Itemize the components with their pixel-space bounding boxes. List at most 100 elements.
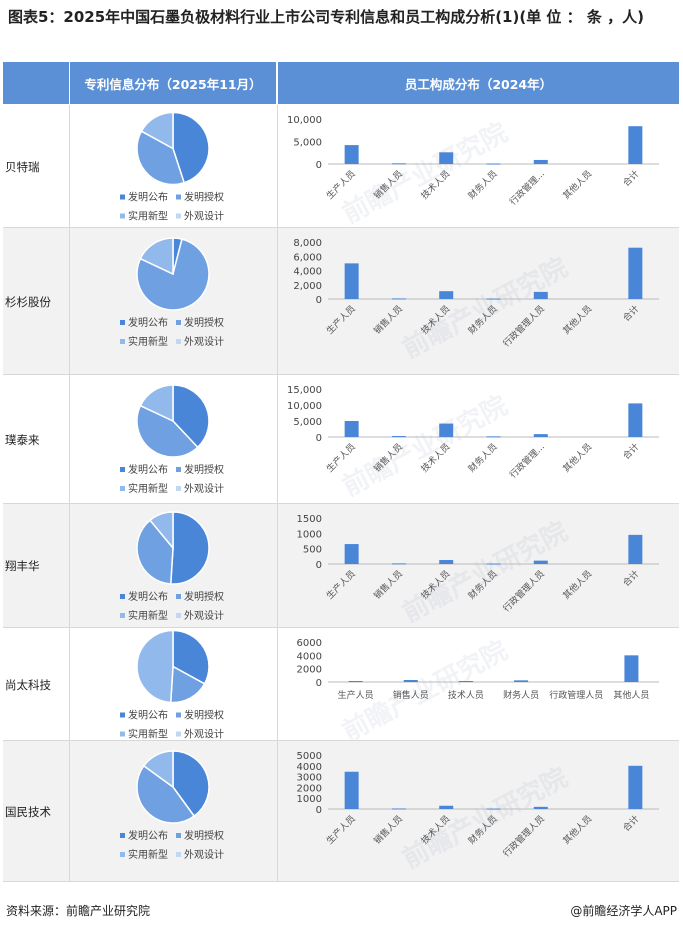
bar: [628, 126, 643, 164]
bar: [514, 680, 529, 682]
x-tick-label: 技术人员: [418, 441, 452, 475]
x-tick-label: 销售人员: [371, 303, 405, 337]
bar: [486, 808, 501, 810]
bar: [344, 263, 359, 299]
legend-label: 外观设计: [184, 609, 224, 622]
bar-chart: 0 5,000 10,000 生产人员 销售人员 技术人员 财务人员 行政管理... 其他人员 合…: [287, 115, 659, 208]
legend-swatch: [120, 613, 125, 618]
x-tick-label: 合计: [620, 568, 641, 589]
bar: [486, 298, 501, 300]
legend-swatch: [176, 194, 181, 200]
bar: [533, 159, 548, 164]
bar: [439, 805, 454, 809]
x-tick-label: 生产人员: [338, 689, 374, 701]
x-tick-label: 生产人员: [324, 813, 358, 847]
legend-label: 实用新型: [128, 335, 168, 348]
header-corner: [3, 62, 69, 104]
x-tick-label: 合计: [620, 441, 641, 462]
pie-slice: [148, 511, 174, 551]
company-name: 杉杉股份: [5, 294, 51, 309]
y-tick-label: 1500: [297, 514, 322, 525]
bar: [403, 680, 418, 682]
y-tick-label: 3000: [297, 773, 322, 784]
y-tick-label: 1000: [297, 529, 322, 540]
legend-label: 发明公布: [128, 829, 168, 842]
bar-chart: 0 2,000 4,000 6,000 8,000 生产人员 销售人员 技术人员 财务人员 行政管…: [293, 238, 659, 349]
legend-swatch: [120, 467, 125, 472]
row-divider: [3, 503, 679, 504]
legend-swatch: [120, 486, 125, 491]
pie-slice: [172, 750, 210, 818]
bar-chart: 0 5,000 10,000 15,000 生产人员 销售人员 技术人员 财务人员 行政管理..…: [287, 385, 659, 481]
bar: [391, 563, 406, 565]
pie-slice: [169, 665, 206, 704]
y-tick-label: 5,000: [293, 138, 322, 149]
x-tick-label: 合计: [620, 303, 641, 324]
brand-label: @前瞻经济学人APP: [570, 904, 677, 918]
x-tick-label: 行政管理人员: [500, 568, 547, 615]
x-tick-label: 生产人员: [324, 568, 358, 602]
y-tick-label: 4000: [297, 762, 322, 773]
y-tick-label: 5,000: [293, 417, 322, 428]
x-tick-label: 财务人员: [466, 168, 500, 202]
legend-swatch: [176, 339, 181, 344]
bar: [624, 655, 639, 682]
legend-swatch: [176, 320, 181, 325]
legend-swatch: [176, 833, 181, 838]
pie-slice: [140, 111, 174, 150]
x-tick-label: 销售人员: [371, 568, 405, 602]
company-name: 翔丰华: [5, 559, 40, 573]
y-tick-label: 10,000: [287, 401, 322, 412]
x-tick-label: 财务人员: [466, 568, 500, 602]
column-divider: [69, 375, 70, 504]
pie-slice: [136, 404, 199, 458]
x-tick-label: 财务人员: [466, 303, 500, 337]
bar: [533, 806, 548, 809]
legend-label: 发明公布: [128, 590, 168, 603]
legend-swatch: [176, 613, 181, 618]
legend-swatch: [120, 712, 125, 718]
column-divider: [277, 105, 278, 228]
pie-slice: [172, 111, 210, 184]
x-tick-label: 技术人员: [418, 303, 452, 337]
x-tick-label: 行政管理...: [507, 168, 547, 208]
legend-label: 实用新型: [128, 848, 168, 861]
page-title: 图表5：2025年中国石墨负极材料行业上市公司专利信息和员工构成分析(1)(单 …: [8, 8, 644, 26]
y-tick-label: 0: [316, 560, 322, 571]
legend-label: 发明公布: [128, 191, 168, 204]
y-tick-label: 4000: [297, 651, 322, 662]
x-tick-label: 销售人员: [371, 168, 405, 202]
bar: [391, 436, 406, 438]
bar: [533, 560, 548, 564]
legend-swatch: [176, 731, 181, 737]
x-tick-label: 其他人员: [560, 441, 594, 475]
company-row: 国民技术 前瞻产业研究院 发明公布 发明授权 实用新型 外观设计 0 1000 2000 3000…: [3, 741, 679, 882]
bar: [344, 771, 359, 809]
x-tick-label: 技术人员: [418, 168, 452, 202]
x-tick-label: 其他人员: [560, 303, 594, 337]
bar: [486, 563, 501, 565]
pie-slice: [172, 629, 210, 685]
bar: [486, 436, 501, 438]
header-staff: 员工构成分布（2024年）: [278, 62, 679, 104]
legend-swatch: [120, 833, 125, 838]
legend-label: 发明授权: [184, 191, 224, 204]
company-row: 尚太科技 前瞻产业研究院 发明公布 发明授权 实用新型 外观设计 0 2000 4000 6000…: [3, 628, 679, 747]
bar: [486, 163, 501, 165]
legend-swatch: [176, 467, 181, 472]
legend-label: 发明公布: [128, 709, 168, 722]
y-tick-label: 15,000: [287, 385, 322, 396]
company-row: 杉杉股份 前瞻产业研究院 发明公布 发明授权 实用新型 外观设计 0 2,000 4,000 6,…: [3, 228, 679, 375]
x-tick-label: 财务人员: [466, 441, 500, 475]
x-tick-label: 销售人员: [371, 441, 405, 475]
pie-slice: [172, 384, 210, 449]
company-row: 贝特瑞 前瞻产业研究院 发明公布 发明授权 实用新型 外观设计 0 5,000 10,000 生产…: [3, 105, 679, 229]
pie-slice: [136, 629, 174, 704]
legend-label: 外观设计: [184, 482, 224, 495]
x-tick-label: 其他人员: [613, 689, 649, 701]
x-tick-label: 其他人员: [560, 568, 594, 602]
legend-label: 发明授权: [184, 316, 224, 329]
